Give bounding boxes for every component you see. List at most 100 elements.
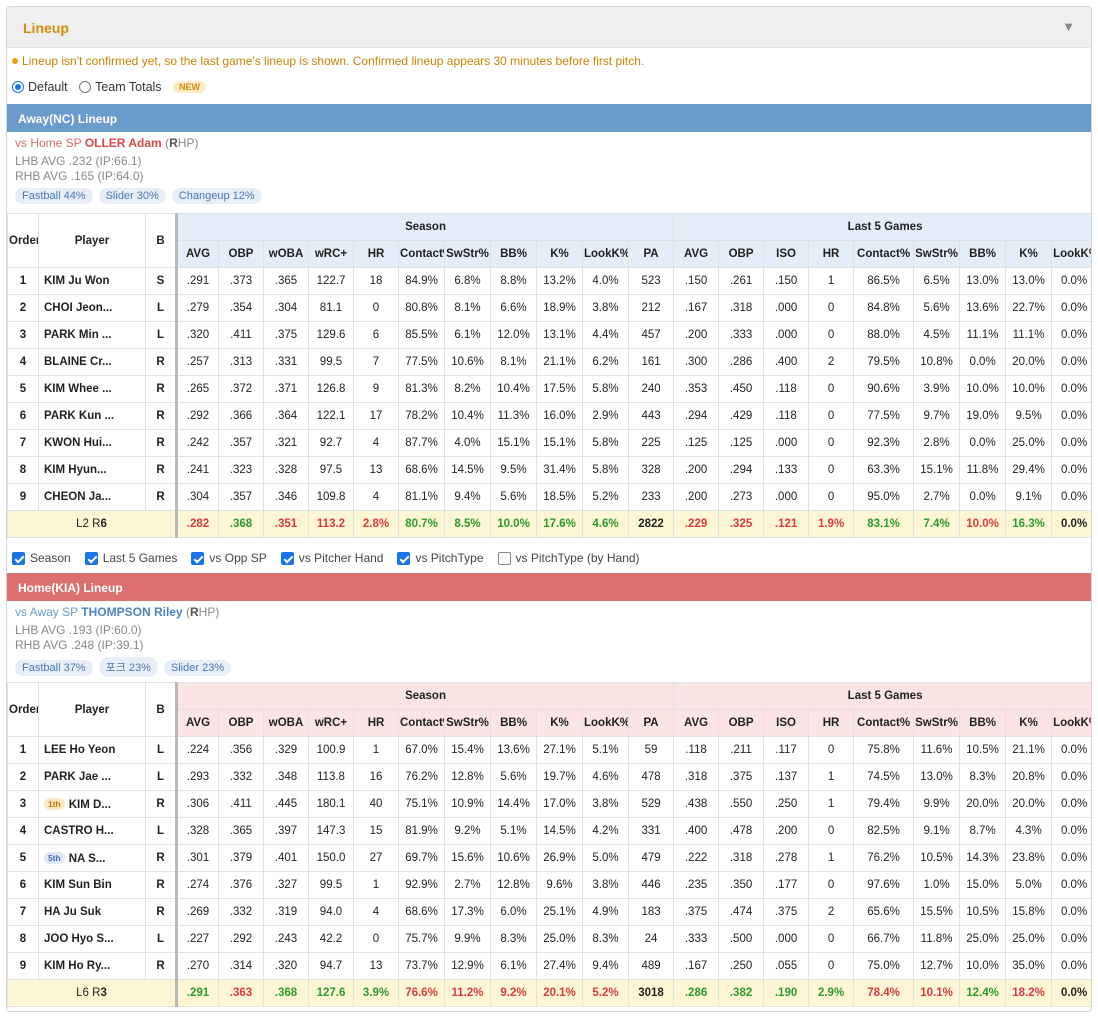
col-season-lookk[interactable]: LookK%	[582, 240, 629, 268]
player-name-cell[interactable]: HA Ju Suk	[38, 898, 146, 926]
player-name-cell[interactable]: JOO Hyo S...	[38, 925, 146, 953]
col-season-wrc[interactable]: wRC+	[308, 240, 354, 268]
col-last5-contact[interactable]: Contact%	[853, 240, 915, 268]
player-name[interactable]: KIM Whee ...	[44, 383, 112, 395]
table-row[interactable]: 2 PARK Jae ... L .293.332.348 113.8 16 76.2% 12…	[7, 763, 1091, 791]
col-last5-bb[interactable]: BB%	[959, 240, 1007, 268]
col-last5-hr[interactable]: HR	[808, 240, 855, 268]
table-row[interactable]: 1 KIM Ju Won S .291.373.365 122.7 18 84.9% 6.8%…	[7, 267, 1091, 295]
table-row[interactable]: 8 KIM Hyun... R .241.323.328 97.5 13 68.6% 14.5…	[7, 456, 1091, 484]
player-name[interactable]: BLAINE Cr...	[44, 356, 112, 368]
col-season-hr[interactable]: HR	[353, 709, 399, 737]
player-name-cell[interactable]: 5th NA S...	[38, 844, 146, 872]
player-name[interactable]: PARK Jae ...	[44, 771, 111, 783]
player-name[interactable]: CHOI Jeon...	[44, 302, 113, 314]
table-row[interactable]: 7 KWON Hui... R .242.357.321 92.7 4 87.7% 4.0% 1…	[7, 429, 1091, 457]
col-player[interactable]: Player	[38, 213, 146, 268]
col-last5-swstr[interactable]: SwStr%	[913, 240, 961, 268]
col-season-obp[interactable]: OBP	[218, 709, 264, 737]
filter-season[interactable]: Season	[12, 551, 71, 565]
player-name[interactable]: LEE Ho Yeon	[44, 744, 116, 756]
away-sp-name[interactable]: OLLER Adam	[84, 136, 162, 150]
col-season-bb[interactable]: BB%	[490, 709, 537, 737]
col-last5-iso[interactable]: ISO	[763, 709, 810, 737]
col-season-obp[interactable]: OBP	[218, 240, 264, 268]
table-row[interactable]: 1 LEE Ho Yeon L .224.356.329 100.9 1 67.0% 15.4…	[7, 736, 1091, 764]
player-name-cell[interactable]: KIM Ho Ry...	[38, 952, 146, 980]
player-name-cell[interactable]: KWON Hui...	[38, 429, 146, 457]
col-season-swstr[interactable]: SwStr%	[444, 709, 491, 737]
table-row[interactable]: 5 KIM Whee ... R .265.372.371 126.8 9 81.3% 8.2…	[7, 375, 1091, 403]
col-season-bb[interactable]: BB%	[490, 240, 537, 268]
col-last5-lookk[interactable]: LookK%	[1051, 240, 1091, 268]
col-season-pa[interactable]: PA	[627, 240, 675, 268]
filter-last5[interactable]: Last 5 Games	[84, 551, 177, 565]
col-last5-avg[interactable]: AVG	[673, 240, 720, 268]
col-last5-lookk[interactable]: LookK%	[1051, 709, 1091, 737]
col-season-hr[interactable]: HR	[353, 240, 399, 268]
filter-vs-pitchtype-by-hand[interactable]: vs PitchType (by Hand)	[497, 551, 640, 565]
table-row[interactable]: 9 CHEON Ja... R .304.357.346 109.8 4 81.1% 9.4%…	[7, 483, 1091, 511]
player-name[interactable]: KWON Hui...	[44, 437, 112, 449]
col-last5-bb[interactable]: BB%	[959, 709, 1007, 737]
player-name[interactable]: HA Ju Suk	[44, 906, 102, 918]
radio-unchecked-icon[interactable]	[79, 80, 92, 93]
filter-vs-pitcher-hand[interactable]: vs Pitcher Hand	[280, 551, 383, 565]
col-last5-avg[interactable]: AVG	[673, 709, 720, 737]
table-row[interactable]: 3 PARK Min ... L .320.411.375 129.6 6 85.5% 6.1…	[7, 321, 1091, 349]
triangle-down-icon[interactable]: ▼	[1062, 19, 1075, 34]
col-season-pa[interactable]: PA	[627, 709, 675, 737]
home-sp-name[interactable]: THOMPSON Riley	[81, 605, 183, 619]
player-name[interactable]: NA S...	[68, 852, 106, 865]
col-season-avg[interactable]: AVG	[175, 709, 219, 737]
player-name[interactable]: CASTRO H...	[44, 825, 114, 837]
player-name-cell[interactable]: PARK Kun ...	[38, 402, 146, 430]
col-last5-contact[interactable]: Contact%	[853, 709, 915, 737]
col-last5-swstr[interactable]: SwStr%	[913, 709, 961, 737]
col-season-woba[interactable]: wOBA	[263, 709, 309, 737]
checkbox-icon[interactable]	[280, 551, 294, 565]
player-name-cell[interactable]: KIM Hyun...	[38, 456, 146, 484]
player-name[interactable]: JOO Hyo S...	[44, 933, 114, 945]
col-season-contact[interactable]: Contact%	[398, 240, 445, 268]
col-season-k[interactable]: K%	[536, 240, 583, 268]
col-last5-k[interactable]: K%	[1005, 709, 1053, 737]
player-name-cell[interactable]: LEE Ho Yeon	[38, 736, 146, 764]
player-name-cell[interactable]: CHOI Jeon...	[38, 294, 146, 322]
checkbox-icon[interactable]	[497, 551, 511, 565]
radio-checked-icon[interactable]	[12, 80, 24, 93]
checkbox-icon[interactable]	[191, 551, 205, 565]
player-name[interactable]: KIM Ho Ry...	[44, 960, 111, 972]
table-row[interactable]: 3 1th KIM D... R .306.411.445 180.1 40 75.1% 10.…	[7, 790, 1091, 818]
player-name[interactable]: PARK Min ...	[44, 329, 112, 341]
view-default-radio[interactable]: Default	[12, 80, 68, 94]
checkbox-icon[interactable]	[84, 551, 98, 565]
col-bats[interactable]: B	[145, 682, 177, 737]
col-season-swstr[interactable]: SwStr%	[444, 240, 491, 268]
player-name[interactable]: KIM D...	[68, 798, 111, 811]
table-row[interactable]: 5 5th NA S... R .301.379.401 150.0 27 69.7% 15.6…	[7, 844, 1091, 872]
col-last5-hr[interactable]: HR	[808, 709, 855, 737]
player-name-cell[interactable]: KIM Ju Won	[38, 267, 146, 295]
player-name[interactable]: CHEON Ja...	[44, 491, 112, 503]
col-season-lookk[interactable]: LookK%	[582, 709, 629, 737]
player-name-cell[interactable]: 1th KIM D...	[38, 790, 146, 818]
table-row[interactable]: 7 HA Ju Suk R .269.332.319 94.0 4 68.6% 17.3% 6.…	[7, 898, 1091, 926]
col-season-contact[interactable]: Contact%	[398, 709, 445, 737]
table-row[interactable]: 6 KIM Sun Bin R .274.376.327 99.5 1 92.9% 2.7% 1…	[7, 871, 1091, 899]
col-season-avg[interactable]: AVG	[175, 240, 219, 268]
col-player[interactable]: Player	[38, 682, 146, 737]
table-row[interactable]: 4 CASTRO H... L .328.365.397 147.3 15 81.9% 9.2…	[7, 817, 1091, 845]
view-team-totals-radio[interactable]: Team Totals	[79, 80, 162, 94]
col-season-woba[interactable]: wOBA	[263, 240, 309, 268]
table-row[interactable]: 8 JOO Hyo S... L .227.292.243 42.2 0 75.7% 9.9%…	[7, 925, 1091, 953]
checkbox-icon[interactable]	[397, 551, 411, 565]
player-name-cell[interactable]: PARK Jae ...	[38, 763, 146, 791]
table-row[interactable]: 6 PARK Kun ... R .292.366.364 122.1 17 78.2% 10…	[7, 402, 1091, 430]
lineup-header[interactable]: Lineup ▼	[7, 7, 1091, 48]
col-order[interactable]: Order	[7, 213, 39, 268]
table-row[interactable]: 4 BLAINE Cr... R .257.313.331 99.5 7 77.5% 10.6…	[7, 348, 1091, 376]
player-name[interactable]: KIM Hyun...	[44, 464, 107, 476]
filter-vs-opp-sp[interactable]: vs Opp SP	[191, 551, 267, 565]
player-name-cell[interactable]: KIM Sun Bin	[38, 871, 146, 899]
